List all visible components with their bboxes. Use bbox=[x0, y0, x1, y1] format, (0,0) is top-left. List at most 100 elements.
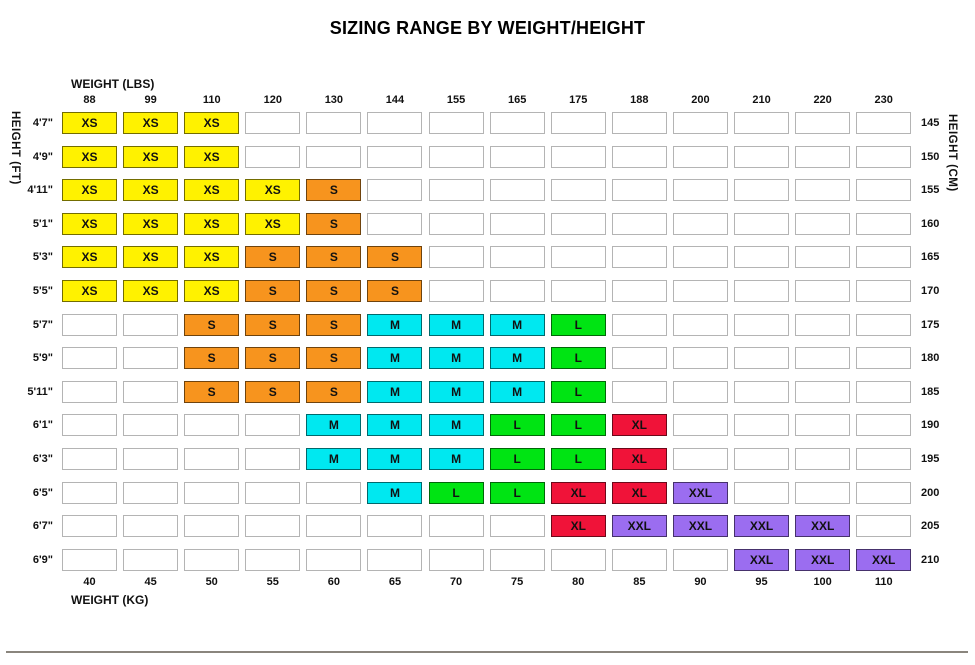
size-cell-empty-r11c0 bbox=[62, 481, 117, 504]
size-cell-empty-r12c0 bbox=[62, 515, 117, 538]
size-cell-s-r2c4: S bbox=[306, 179, 362, 202]
size-cell-xl-r11c8: XL bbox=[550, 481, 606, 504]
lbs-tick-13: 230 bbox=[874, 94, 893, 106]
size-cell-empty-r7c12 bbox=[795, 347, 851, 370]
cm-tick-4: 165 bbox=[921, 251, 940, 264]
lbs-tick-10: 200 bbox=[691, 94, 710, 106]
size-cell-s-r7c2: S bbox=[184, 347, 240, 370]
size-cell-xxl-r12c10: XXL bbox=[672, 515, 728, 538]
size-cell-empty-r9c2 bbox=[184, 414, 240, 437]
size-cell-m-r10c4: M bbox=[306, 447, 362, 470]
lbs-tick-1: 99 bbox=[144, 94, 157, 106]
size-cell-xs-r2c1: XS bbox=[123, 179, 179, 202]
cm-tick-0: 145 bbox=[921, 117, 940, 129]
size-cell-xl-r12c8: XL bbox=[550, 515, 606, 538]
cm-tick-10: 195 bbox=[921, 452, 940, 465]
size-cell-empty-r4c9 bbox=[611, 246, 667, 269]
size-cell-empty-r13c7 bbox=[489, 548, 545, 571]
size-cell-empty-r9c0 bbox=[62, 414, 117, 437]
kg-tick-8: 80 bbox=[572, 576, 585, 588]
size-cell-xxl-r12c11: XXL bbox=[734, 515, 790, 538]
size-cell-xs-r0c1: XS bbox=[123, 112, 179, 134]
size-cell-empty-r1c9 bbox=[611, 145, 667, 168]
size-cell-empty-r6c9 bbox=[611, 313, 667, 336]
size-cell-empty-r6c13 bbox=[856, 313, 912, 336]
size-cell-l-r8c8: L bbox=[550, 380, 606, 403]
size-cell-xxl-r13c13: XXL bbox=[856, 548, 912, 571]
size-cell-empty-r10c12 bbox=[795, 447, 851, 470]
size-cell-empty-r4c12 bbox=[795, 246, 851, 269]
size-cell-empty-r12c2 bbox=[184, 515, 240, 538]
chart-title: SIZING RANGE BY WEIGHT/HEIGHT bbox=[329, 18, 646, 38]
lbs-tick-4: 130 bbox=[324, 94, 344, 106]
size-cell-empty-r5c8 bbox=[550, 279, 606, 302]
size-cell-empty-r8c11 bbox=[734, 380, 790, 403]
size-cell-empty-r3c7 bbox=[489, 212, 545, 235]
kg-tick-3: 55 bbox=[266, 576, 279, 588]
size-cell-empty-r8c1 bbox=[123, 380, 179, 403]
size-cell-empty-r13c6 bbox=[428, 548, 484, 571]
lbs-tick-5: 144 bbox=[385, 94, 405, 106]
cm-tick-6: 175 bbox=[921, 318, 940, 331]
size-cell-xxl-r13c11: XXL bbox=[734, 548, 790, 571]
kg-tick-5: 65 bbox=[388, 576, 402, 588]
size-cell-empty-r1c6 bbox=[428, 145, 484, 168]
size-cell-empty-r3c13 bbox=[856, 212, 912, 235]
size-cell-empty-r4c8 bbox=[550, 246, 606, 269]
kg-tick-2: 50 bbox=[205, 576, 218, 588]
size-cell-empty-r5c13 bbox=[856, 279, 912, 302]
size-cell-empty-r3c5 bbox=[367, 212, 423, 235]
size-cell-xs-r2c3: XS bbox=[245, 179, 301, 202]
size-cell-m-r9c6: M bbox=[428, 414, 484, 437]
size-cell-l-r9c8: L bbox=[550, 414, 606, 437]
size-cell-empty-r1c4 bbox=[306, 145, 362, 168]
size-cell-empty-r0c3 bbox=[245, 112, 301, 134]
ft-tick-0: 4'7" bbox=[32, 117, 53, 129]
size-cell-empty-r3c10 bbox=[672, 212, 728, 235]
kg-tick-10: 90 bbox=[694, 576, 707, 588]
size-cell-m-r11c5: M bbox=[367, 481, 423, 504]
size-cell-empty-r7c0 bbox=[62, 347, 117, 370]
kg-tick-12: 100 bbox=[813, 576, 832, 588]
weight-lbs-axis-label: WEIGHT (LBS) bbox=[71, 77, 155, 91]
size-cell-empty-r5c6 bbox=[428, 279, 484, 302]
size-cell-empty-r13c10 bbox=[672, 548, 728, 571]
size-cell-xs-r4c2: XS bbox=[184, 246, 240, 269]
size-cell-empty-r4c7 bbox=[489, 246, 545, 269]
size-cell-xs-r0c2: XS bbox=[184, 112, 240, 134]
size-cell-empty-r6c10 bbox=[672, 313, 728, 336]
size-cell-empty-r0c6 bbox=[428, 112, 484, 134]
size-cell-m-r8c7: M bbox=[489, 380, 545, 403]
size-cell-xs-r5c0: XS bbox=[62, 279, 117, 302]
size-cell-xs-r0c0: XS bbox=[62, 112, 117, 134]
lbs-tick-3: 120 bbox=[263, 94, 282, 106]
size-cell-empty-r10c3 bbox=[245, 447, 301, 470]
size-cell-s-r8c3: S bbox=[245, 380, 301, 403]
size-cell-empty-r7c9 bbox=[611, 347, 667, 370]
size-cell-empty-r12c1 bbox=[123, 515, 179, 538]
size-cell-empty-r11c11 bbox=[734, 481, 790, 504]
size-cell-empty-r0c12 bbox=[795, 112, 851, 134]
ft-tick-12: 6'7" bbox=[32, 520, 53, 533]
lbs-tick-12: 220 bbox=[813, 94, 832, 106]
size-cell-s-r4c3: S bbox=[245, 246, 301, 269]
size-cell-empty-r8c12 bbox=[795, 380, 851, 403]
ft-tick-11: 6'5" bbox=[32, 486, 53, 499]
size-cell-xs-r3c1: XS bbox=[123, 212, 179, 235]
size-cell-empty-r2c6 bbox=[428, 179, 484, 202]
size-cell-s-r3c4: S bbox=[306, 212, 362, 235]
size-cell-s-r6c4: S bbox=[306, 313, 362, 336]
size-cell-empty-r7c10 bbox=[672, 347, 728, 370]
size-cell-empty-r13c2 bbox=[184, 548, 240, 571]
size-cell-empty-r11c13 bbox=[856, 481, 912, 504]
lbs-tick-7: 165 bbox=[507, 94, 527, 106]
height-cm-tick-column: 145 150 155 160 165 170 175 180 185 190 195 200 205 2… bbox=[917, 112, 955, 571]
ft-tick-1: 4'9" bbox=[32, 150, 53, 163]
size-cell-xs-r5c1: XS bbox=[123, 279, 179, 302]
weight-kg-tick-row: 40 45 50 55 60 65 70 75 80 85 90 95 100 110 bbox=[62, 575, 911, 589]
size-cell-empty-r9c12 bbox=[795, 414, 851, 437]
size-cell-xl-r9c9: XL bbox=[611, 414, 667, 437]
size-cell-s-r7c3: S bbox=[245, 347, 301, 370]
size-cell-s-r4c5: S bbox=[367, 246, 423, 269]
